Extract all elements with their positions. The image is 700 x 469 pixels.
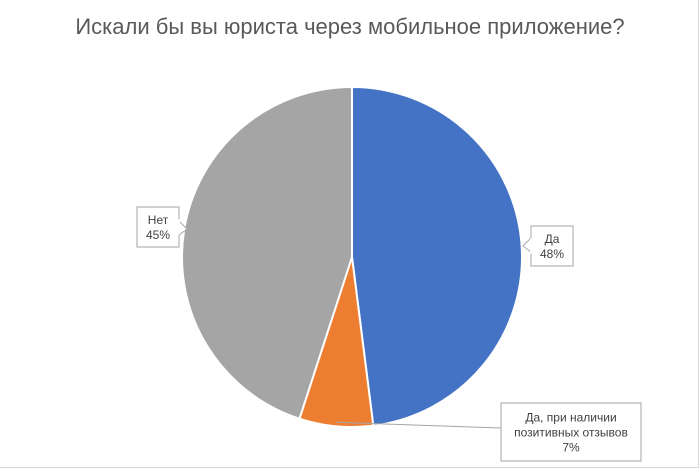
data-label-box	[136, 206, 180, 248]
chart-title: Искали бы вы юриста через мобильное прил…	[75, 14, 625, 39]
data-label-box	[500, 402, 642, 462]
pie-slice-0	[351, 85, 523, 427]
data-label-category: позитивных отзывов	[514, 426, 628, 440]
data-label-value: 7%	[562, 441, 580, 455]
data-label-box	[530, 225, 574, 267]
callout-pointer	[522, 236, 532, 253]
data-label-category: Да	[545, 232, 560, 246]
data-label-value: 45%	[146, 228, 170, 242]
leader-line	[336, 421, 502, 429]
data-label-value: 48%	[540, 247, 564, 261]
data-label-category: Нет	[148, 213, 169, 227]
data-label-category: Да, при наличии	[525, 411, 616, 425]
